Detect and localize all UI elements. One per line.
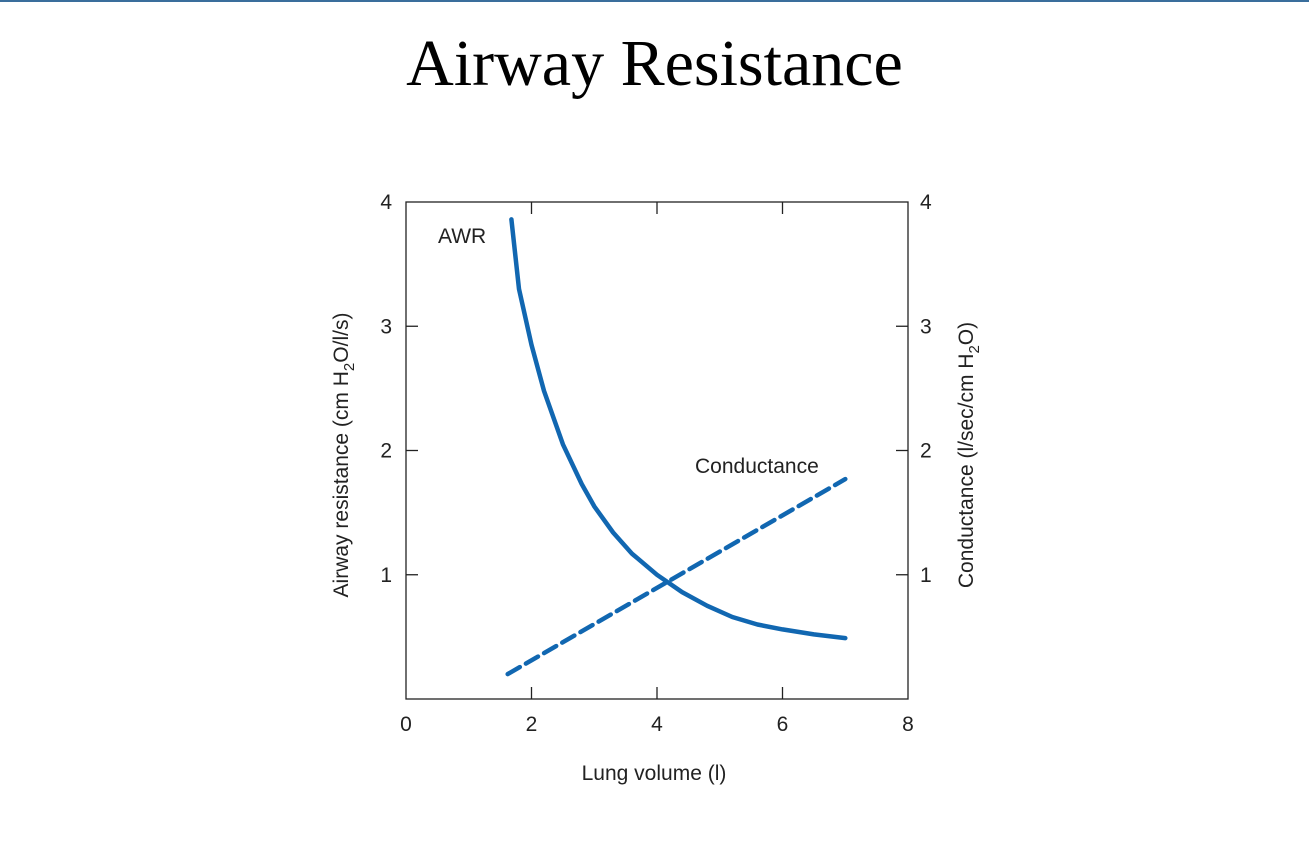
series-label-conductance: Conductance xyxy=(695,455,819,478)
slide-title: Airway Resistance xyxy=(406,27,903,100)
y-tick-label-left: 3 xyxy=(380,315,392,338)
series-line-awr xyxy=(509,217,848,641)
x-tick-label: 8 xyxy=(902,713,914,736)
y-tick-label-right: 2 xyxy=(920,440,932,463)
y-tick-label-left: 2 xyxy=(380,440,392,463)
y-axis-label-left: Airway resistance (cm H2O/l/s) xyxy=(330,313,358,598)
top-rule xyxy=(0,0,1309,2)
x-tick-label: 2 xyxy=(526,713,538,736)
y-tick-label-right: 3 xyxy=(920,315,932,338)
y-tick-label-right: 1 xyxy=(920,564,932,587)
x-tick-label: 0 xyxy=(400,713,412,736)
plot-frame xyxy=(405,201,909,700)
y-tick-label-left: 1 xyxy=(380,564,392,587)
x-tick-label: 6 xyxy=(777,713,789,736)
y-tick-label-left: 4 xyxy=(380,191,392,214)
series-line-conductance xyxy=(505,476,848,677)
x-axis-label: Lung volume (l) xyxy=(582,762,727,785)
series-label-awr: AWR xyxy=(438,225,486,248)
y-axis-label-right: Conductance (l/sec/cm H2O) xyxy=(955,322,983,588)
y-tick-label-right: 4 xyxy=(920,191,932,214)
x-tick-label: 4 xyxy=(651,713,663,736)
